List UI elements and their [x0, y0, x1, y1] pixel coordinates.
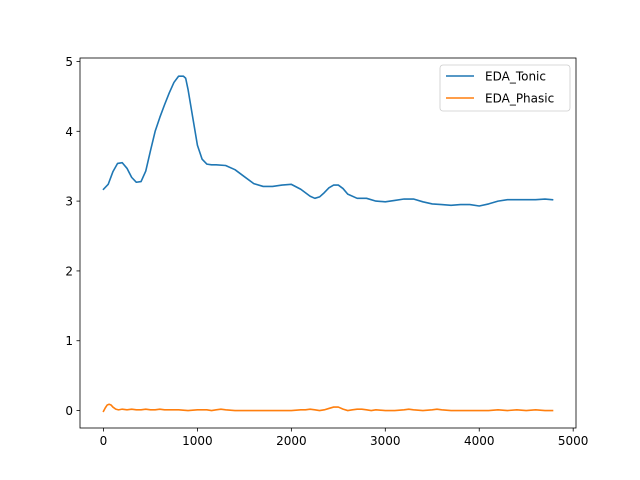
- legend: EDA_Tonic EDA_Phasic: [439, 64, 571, 112]
- axes-layer: 0 1000 2000 3000 4000 5000 0 1 2 3 4 5: [65, 55, 588, 448]
- series-line-eda-tonic: [102, 75, 554, 207]
- y-tick-label: 1: [65, 334, 73, 348]
- series-line-eda-phasic: [102, 403, 554, 413]
- y-tick-label: 0: [65, 404, 73, 418]
- x-tick-label: 0: [100, 434, 108, 448]
- x-tick-label: 2000: [276, 434, 307, 448]
- y-tick-label: 2: [65, 264, 73, 278]
- series-layer: [102, 75, 554, 413]
- y-tick-label: 3: [65, 195, 73, 209]
- x-tick-label: 1000: [182, 434, 213, 448]
- x-tick-label: 3000: [370, 434, 401, 448]
- axes-frame: [79, 57, 577, 429]
- x-tick-label: 5000: [558, 434, 589, 448]
- y-tick-label: 4: [65, 125, 73, 139]
- x-tick-label: 4000: [464, 434, 495, 448]
- legend-label: EDA_Tonic: [485, 70, 546, 84]
- y-tick-label: 5: [65, 55, 73, 69]
- plot-area: [80, 58, 576, 428]
- legend-label: EDA_Phasic: [485, 92, 554, 106]
